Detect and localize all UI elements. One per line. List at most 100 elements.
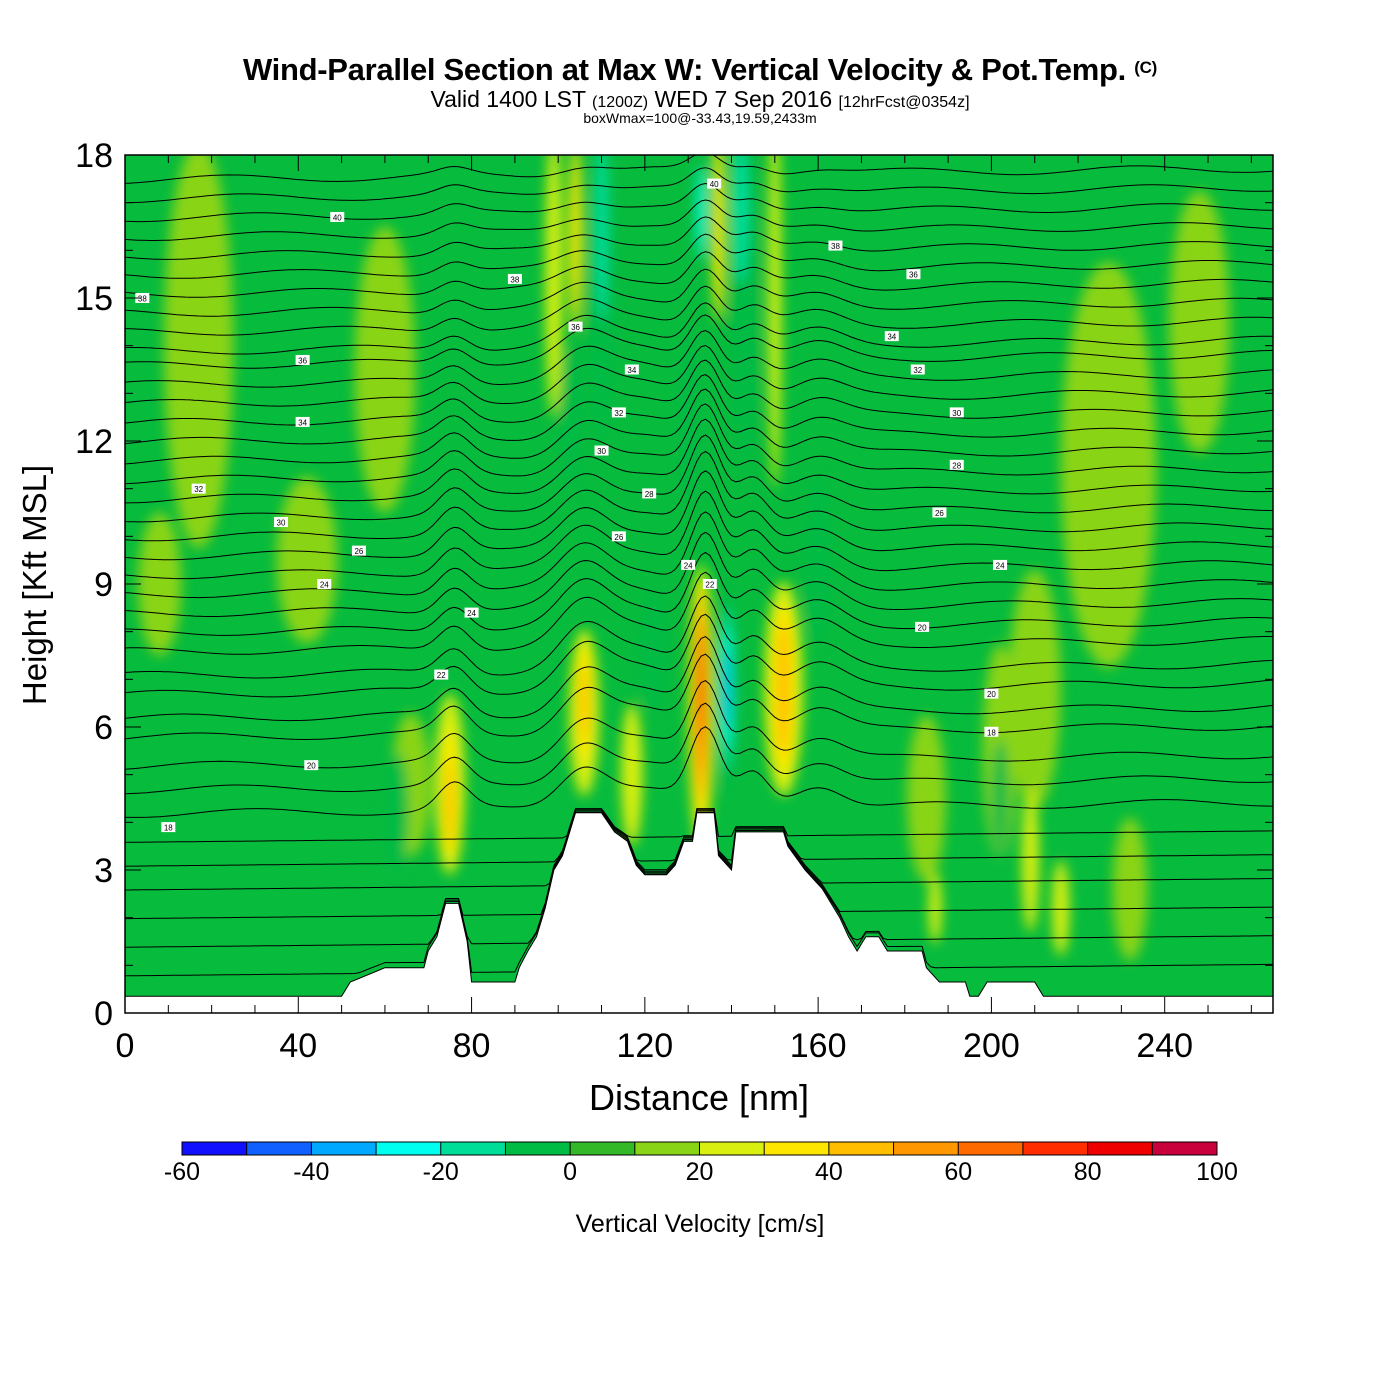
isentrope-label-box	[594, 445, 609, 456]
isentrope-label-box	[624, 364, 639, 375]
colorbar-swatch	[699, 1142, 765, 1155]
velocity-cell	[276, 476, 338, 644]
isentrope-line	[125, 490, 1273, 580]
plot-area: 18 20 20 18 20 22 22 24 24 24 24 26 26 26 30 32 30 28 28 34…	[125, 155, 1273, 1013]
isentrope-label-box	[828, 240, 843, 251]
isentrope-label-text: 34	[627, 366, 636, 375]
isentrope-label-text: 38	[138, 295, 147, 304]
isentrope-label-text: 22	[437, 671, 446, 680]
velocity-cell	[560, 345, 583, 489]
isentrope-label-text: 36	[909, 271, 918, 280]
isentrope-label-box	[295, 416, 310, 427]
colorbar-frame	[181, 1141, 1218, 1156]
velocity-cells	[137, 155, 1230, 961]
y-tick-label: 6	[94, 709, 113, 747]
isentrope-label: 28	[642, 488, 657, 499]
isentrope-label-box	[191, 483, 206, 494]
isentrope-label: 36	[906, 269, 921, 280]
isentrope-label-text: 22	[705, 581, 714, 590]
colorbar	[181, 1141, 1218, 1156]
isentrope-label-text: 26	[614, 533, 623, 542]
isentrope-label: 26	[611, 531, 626, 542]
isentrope-line	[125, 388, 1273, 465]
isentrope-label-text: 28	[645, 490, 654, 499]
colorbar-tick-label: 0	[563, 1158, 577, 1186]
isentrope-line	[125, 359, 1273, 426]
isentrope-line	[125, 344, 1273, 407]
isentrope-label-text: 32	[614, 409, 623, 418]
isentrope-line	[125, 182, 1273, 223]
isentrope-label-box	[949, 407, 964, 418]
isentrope-label-text: 26	[935, 509, 944, 518]
y-axis-label: Height [Kft MSL]	[16, 465, 53, 705]
isentrope-label-box	[330, 211, 345, 222]
isentrope-line	[125, 531, 1273, 617]
colorbar-tick-label: 20	[686, 1158, 714, 1186]
x-axis: 0 40 80 120 160 200 240	[116, 1027, 1194, 1065]
isentrope-label-text: 20	[307, 762, 316, 771]
velocity-cell	[579, 665, 589, 742]
isentrope-label-box	[884, 331, 899, 342]
velocity-cell	[569, 155, 583, 332]
velocity-cell	[137, 512, 182, 656]
isentrope-label-text: 30	[952, 409, 961, 418]
velocity-cell	[387, 753, 409, 873]
isentrope-label: 22	[434, 669, 449, 680]
colorbar-tick-label: 100	[1196, 1158, 1238, 1186]
isentrope-label-text: 28	[952, 461, 961, 470]
isentrope-label: 26	[932, 507, 947, 518]
isentrope-line	[125, 374, 1273, 445]
velocity-cell	[1008, 569, 1061, 809]
y-tick-label: 15	[75, 280, 113, 318]
colorbar-tick-label: 80	[1074, 1158, 1102, 1186]
velocity-cell	[679, 333, 697, 501]
colorbar-tick-label: 40	[815, 1158, 843, 1186]
isentrope-label-box	[949, 459, 964, 470]
isentrope-line	[125, 726, 1273, 818]
colorbar-swatch	[634, 1142, 700, 1155]
isentrope-label-box	[317, 579, 332, 589]
isentrope-line	[125, 233, 1273, 279]
y-tick-label: 18	[75, 137, 113, 175]
velocity-cell	[1052, 860, 1070, 956]
isentrope-label: 26	[351, 545, 366, 556]
isentrope-label: 28	[949, 459, 964, 470]
velocity-cell	[445, 760, 455, 847]
isentrope-line	[125, 807, 1273, 843]
isentrope-label: 24	[993, 559, 1008, 570]
isentrope-label-text: 18	[987, 728, 996, 737]
isentrope-label-box	[568, 321, 583, 332]
isentrope-label: 38	[828, 240, 843, 251]
colorbar-swatch	[440, 1142, 506, 1155]
velocity-cell	[1060, 262, 1157, 668]
velocity-cell	[354, 226, 416, 513]
isentrope-label-box	[642, 488, 657, 499]
velocity-cell	[805, 476, 832, 644]
x-tick-label: 200	[963, 1027, 1020, 1065]
isentrope-label-box	[993, 559, 1008, 570]
isentrope-line	[125, 809, 1273, 867]
isentrope-line	[125, 418, 1273, 504]
isentrope-label-box	[915, 621, 930, 632]
colorbar-tick-labels: -60 -40 -20 0 20 40 60 80 100	[164, 1158, 1238, 1186]
velocity-cell	[906, 715, 946, 882]
forecast-info: [12hrFcst@0354z]	[838, 94, 970, 111]
y-axis: 0 3 6 9 12 15 18	[75, 137, 113, 1033]
isentrope-line	[125, 167, 1273, 204]
velocity-cell	[928, 872, 942, 944]
velocity-cell	[991, 738, 1009, 859]
isentrope-label-box	[984, 726, 999, 737]
x-tick-label: 40	[279, 1027, 317, 1065]
isentrope-label-box	[910, 364, 925, 375]
velocity-cell	[731, 155, 749, 284]
isentrope-label-box	[351, 545, 366, 556]
velocity-cell	[768, 155, 782, 489]
isentrope-line	[125, 199, 1273, 241]
isentrope-label-text: 20	[987, 690, 996, 699]
isentrope-label: 20	[304, 760, 319, 771]
isentrope-label-text: 24	[684, 561, 693, 570]
isentrope-label-box	[611, 407, 626, 418]
isentrope-label: 30	[949, 407, 964, 418]
velocity-cell	[640, 591, 667, 711]
isentrope-label-box	[464, 607, 479, 618]
